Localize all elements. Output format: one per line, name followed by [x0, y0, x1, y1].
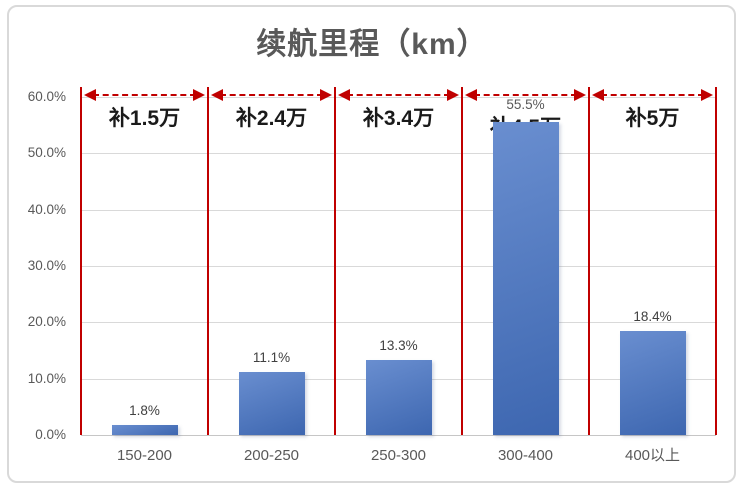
zone-boundary-line: [715, 87, 717, 435]
x-axis-category-label: 400以上: [624, 447, 681, 464]
bar: [238, 372, 305, 435]
zone-boundary-line: [334, 87, 336, 435]
y-axis-tick-label: 10.0%: [27, 370, 66, 386]
bar-value-label: 18.4%: [633, 309, 672, 325]
arrow-dashed-line: [347, 94, 450, 96]
x-axis-category-label: 150-200: [116, 447, 173, 464]
y-axis-tick-label: 40.0%: [27, 201, 66, 217]
bar: [111, 424, 178, 435]
gridline: [81, 153, 716, 155]
arrow-head-left-icon: [84, 89, 96, 101]
arrow-head-right-icon: [447, 89, 459, 101]
subsidy-range-arrow: [592, 89, 713, 101]
subsidy-range-arrow: [465, 89, 586, 101]
y-axis-tick-label: 20.0%: [27, 314, 66, 330]
x-axis-category-label: 250-300: [370, 447, 427, 464]
subsidy-label: 补2.4万: [235, 107, 308, 130]
subsidy-range-arrow: [338, 89, 459, 101]
arrow-dashed-line: [601, 94, 704, 96]
gridline: [81, 97, 716, 98]
arrow-dashed-line: [474, 94, 577, 96]
gridline: [81, 435, 716, 436]
arrow-head-left-icon: [465, 89, 477, 101]
arrow-dashed-line: [220, 94, 323, 96]
arrow-head-left-icon: [338, 89, 350, 101]
arrow-head-right-icon: [701, 89, 713, 101]
bar: [492, 122, 559, 435]
zone-boundary-line: [588, 87, 590, 435]
x-axis-category-label: 300-400: [497, 447, 554, 464]
arrow-head-left-icon: [592, 89, 604, 101]
y-axis-tick-label: 0.0%: [35, 427, 66, 442]
gridline: [81, 209, 716, 211]
chart-title: 续航里程（km）: [256, 28, 488, 61]
gridline: [81, 266, 716, 267]
bar: [365, 360, 432, 435]
bar: [619, 331, 686, 435]
arrow-head-right-icon: [574, 89, 586, 101]
bar-value-label: 1.8%: [129, 402, 160, 418]
bar-value-label: 13.3%: [379, 338, 418, 354]
gridline: [81, 322, 716, 324]
subsidy-range-arrow: [84, 89, 205, 101]
bar-value-label: 11.1%: [252, 350, 291, 366]
arrow-dashed-line: [93, 94, 196, 96]
subsidy-range-arrow: [211, 89, 332, 101]
subsidy-label: 补1.5万: [108, 107, 181, 130]
subsidy-label: 补3.4万: [362, 107, 435, 130]
y-axis-tick-label: 30.0%: [27, 258, 66, 273]
zone-boundary-line: [461, 87, 463, 435]
zone-boundary-line: [207, 87, 209, 435]
y-axis-tick-label: 60.0%: [27, 89, 66, 104]
subsidy-label: 补5万: [625, 107, 680, 130]
arrow-head-right-icon: [193, 89, 205, 101]
arrow-head-left-icon: [211, 89, 223, 101]
y-axis-tick-label: 50.0%: [27, 145, 66, 161]
arrow-head-right-icon: [320, 89, 332, 101]
bar-value-label: 55.5%: [506, 97, 545, 112]
zone-boundary-line: [80, 87, 82, 435]
x-axis-category-label: 200-250: [243, 447, 300, 464]
